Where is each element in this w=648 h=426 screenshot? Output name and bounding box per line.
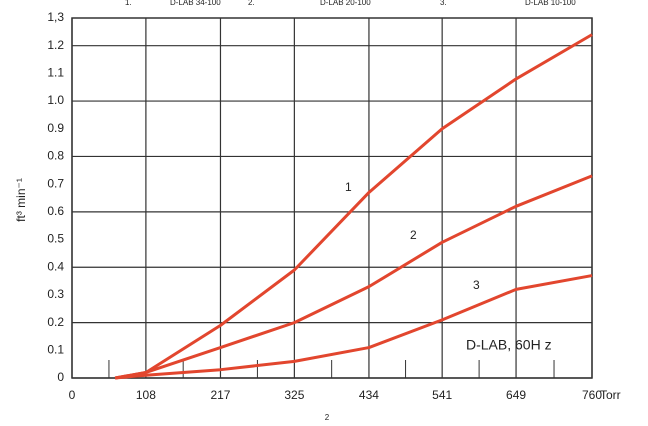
x-tick-label: 434 bbox=[359, 388, 379, 402]
y-tick-label: 0.8 bbox=[47, 149, 64, 163]
annotation: D-LAB, 60H z bbox=[466, 337, 552, 353]
y-tick-label: 0.1 bbox=[47, 342, 64, 356]
y-tick-label: 1.0 bbox=[47, 93, 64, 107]
y-tick-label: 1,3 bbox=[47, 10, 64, 24]
legend-label: D-LAB 20-100 bbox=[320, 0, 371, 7]
y-tick-label: 0.2 bbox=[47, 315, 64, 329]
x-tick-label: 0 bbox=[69, 388, 76, 402]
legend-label: D-LAB 34-100 bbox=[170, 0, 221, 7]
legend-label: D-LAB 10-100 bbox=[525, 0, 576, 7]
y-axis-label: ft³ min⁻¹ bbox=[14, 178, 28, 222]
y-tick-label: 0.3 bbox=[47, 287, 64, 301]
legend-number: 2. bbox=[248, 0, 255, 7]
y-tick-label: 1.2 bbox=[47, 38, 64, 52]
x-tick-label: 217 bbox=[210, 388, 230, 402]
line-series bbox=[114, 274, 593, 380]
x-tick-label: 541 bbox=[432, 388, 452, 402]
line-series bbox=[114, 174, 593, 380]
x-tick-label: 325 bbox=[284, 388, 304, 402]
y-tick-label: 0 bbox=[57, 370, 64, 384]
curve-label: 1 bbox=[345, 180, 352, 194]
y-tick-label: 0.7 bbox=[47, 176, 64, 190]
y-tick-label: 1.1 bbox=[47, 66, 64, 80]
x-tick-label: 108 bbox=[136, 388, 156, 402]
x-tick-label: 760 bbox=[582, 388, 602, 402]
y-tick-label: 0.5 bbox=[47, 232, 64, 246]
y-tick-label: 0.4 bbox=[47, 259, 64, 273]
legend-number: 1. bbox=[125, 0, 132, 7]
y-tick-label: 0.6 bbox=[47, 204, 64, 218]
y-tick-label: 0.9 bbox=[47, 121, 64, 135]
legend-number: 3. bbox=[440, 0, 447, 7]
line-series bbox=[114, 33, 593, 380]
annotation-box bbox=[458, 328, 586, 364]
plot-frame bbox=[71, 17, 593, 379]
footnote: 2 bbox=[325, 413, 330, 422]
curve-label: 3 bbox=[473, 278, 480, 292]
x-tick-label: 649 bbox=[506, 388, 526, 402]
curve-label: 2 bbox=[410, 228, 417, 242]
x-axis-label: Torr bbox=[600, 388, 621, 402]
